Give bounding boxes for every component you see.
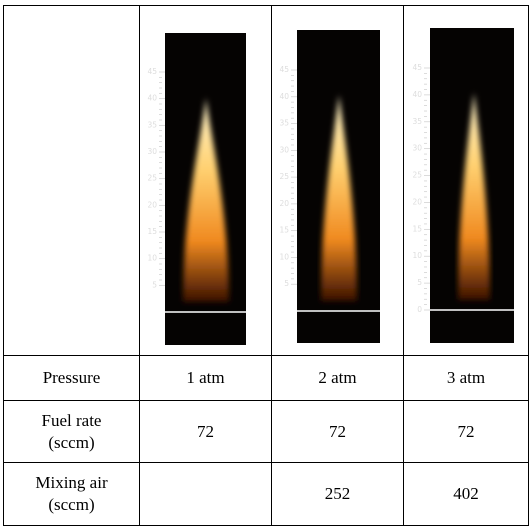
scale-label: 25 bbox=[147, 174, 157, 183]
scale-label: 40 bbox=[412, 90, 422, 99]
scale-label: 40 bbox=[279, 92, 289, 101]
scale-label: 15 bbox=[279, 226, 289, 235]
scale-label: 45 bbox=[412, 63, 422, 72]
scale-label: 30 bbox=[412, 144, 422, 153]
scale-label: 10 bbox=[279, 252, 289, 261]
scale-label: 0 bbox=[417, 305, 422, 314]
scale-label: 10 bbox=[412, 251, 422, 260]
scale-label: 5 bbox=[152, 280, 157, 289]
scale-label: 20 bbox=[412, 197, 422, 206]
scale-label: 45 bbox=[279, 65, 289, 74]
scale-label: 30 bbox=[147, 147, 157, 156]
scale-label: 20 bbox=[279, 199, 289, 208]
scale-label: 30 bbox=[279, 145, 289, 154]
scale-label: 20 bbox=[147, 200, 157, 209]
scale-label: 25 bbox=[412, 171, 422, 180]
scale-label: 35 bbox=[279, 119, 289, 128]
scale-label: 15 bbox=[147, 227, 157, 236]
flame-images: 5 10 15 20 25 30 35 40 45 5 10 15 20 25 30 35 40 45 0 5 10 15… bbox=[0, 0, 531, 529]
scale-label: 15 bbox=[412, 224, 422, 233]
scale-label: 35 bbox=[412, 117, 422, 126]
scale-label: 45 bbox=[147, 67, 157, 76]
scale-label: 35 bbox=[147, 120, 157, 129]
scale-label: 10 bbox=[147, 254, 157, 263]
scale-label: 5 bbox=[284, 279, 289, 288]
scale-label: 5 bbox=[417, 278, 422, 287]
scale-label: 40 bbox=[147, 94, 157, 103]
scale-label: 25 bbox=[279, 172, 289, 181]
